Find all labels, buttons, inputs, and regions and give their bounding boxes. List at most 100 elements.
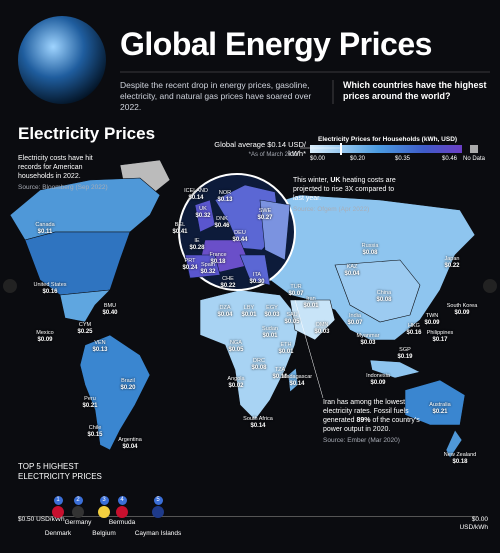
- legend-no-data: No Data: [463, 156, 486, 162]
- country-label: PRT $0.24: [182, 258, 197, 271]
- legend-tick: $0.20: [350, 156, 366, 162]
- country-name: ETH: [280, 342, 292, 348]
- country-label: VEN $0.13: [92, 340, 107, 353]
- note-text: This winter,: [293, 177, 331, 184]
- country-label: CYM $0.25: [77, 322, 92, 335]
- country-label: Sudan $0.01: [262, 326, 278, 339]
- country-label: Canada $0.11: [35, 222, 54, 235]
- country-label: SGP $0.19: [397, 347, 412, 360]
- country-value: $0.14: [289, 380, 305, 387]
- scale-high: $0.50 USD/kWh: [18, 516, 65, 523]
- country-value: $0.17: [432, 336, 448, 343]
- country-label: EGY $0.03: [264, 305, 279, 318]
- flag: [152, 506, 164, 518]
- legend-tick: $0.35: [395, 156, 411, 162]
- country-value: $0.32: [195, 212, 211, 219]
- country-name: India: [349, 313, 361, 319]
- country-name: Australia: [429, 402, 451, 408]
- flag: [98, 506, 110, 518]
- world-map: [9, 159, 476, 459]
- country-label: IE $0.28: [189, 238, 204, 251]
- next-button[interactable]: [483, 279, 497, 293]
- country-label: Mexico $0.09: [36, 330, 53, 343]
- country-label: Philippines $0.17: [427, 330, 454, 343]
- top5-item: 4 Bermuda: [92, 496, 152, 527]
- country-name: New Zealand: [443, 452, 477, 458]
- country-name: Chile: [88, 425, 102, 431]
- us-note: Electricity costs have hit records for A…: [18, 154, 113, 192]
- country-value: $0.03: [314, 328, 330, 335]
- country-value: $0.08: [251, 364, 267, 371]
- note-text: Iran has among the lowest electricity ra…: [323, 399, 409, 424]
- country-label: ETH $0.01: [278, 342, 293, 355]
- country-value: $0.19: [397, 353, 413, 360]
- top5-item: 3 Belgium: [74, 496, 134, 538]
- country-name: Germany: [64, 519, 92, 526]
- country-name: NGA: [230, 340, 242, 346]
- country-label: ITA $0.30: [249, 272, 264, 285]
- country-label: Chile $0.15: [87, 425, 102, 438]
- country-name: DNK: [216, 216, 228, 222]
- country-name: TWN: [425, 313, 439, 319]
- country-name: Belgium: [92, 530, 116, 537]
- country-label: ICELAND $0.14: [184, 188, 208, 201]
- country-value: $0.02: [228, 382, 244, 389]
- country-value: $0.22: [444, 262, 460, 269]
- country-name: South Korea: [446, 303, 478, 309]
- country-name: SGP: [399, 347, 411, 353]
- flag: [72, 506, 84, 518]
- country-name: ICELAND: [184, 188, 208, 194]
- subtitle: Despite the recent drop in energy prices…: [120, 80, 312, 112]
- country-name: Philippines: [426, 330, 454, 336]
- country-name: Russia: [361, 243, 379, 249]
- country-name: UK: [199, 206, 207, 212]
- country-label: Peru $0.21: [82, 396, 97, 409]
- average-marker: [340, 143, 342, 155]
- country-value: $0.08: [362, 249, 378, 256]
- country-value: $0.11: [37, 228, 53, 235]
- country-label: KAZ $0.04: [344, 264, 359, 277]
- globe: [18, 16, 106, 104]
- scale-low: $0.00 USD/kWh: [459, 516, 488, 531]
- legend-tick: $0.46: [442, 156, 458, 162]
- country-name: Spain: [200, 262, 216, 268]
- country-name: Peru: [84, 396, 96, 402]
- country-value: $0.03: [264, 311, 280, 318]
- country-name: Bermuda: [108, 519, 136, 526]
- country-value: $0.08: [376, 296, 392, 303]
- country-name: Myanmar: [356, 333, 380, 339]
- country-name: VEN: [94, 340, 106, 346]
- flag: [52, 506, 64, 518]
- prev-button[interactable]: [3, 279, 17, 293]
- country-value: $0.13: [92, 346, 108, 353]
- country-label: Brazil $0.20: [120, 378, 135, 391]
- country-label: SWE $0.27: [257, 208, 272, 221]
- country-label: DZA $0.04: [217, 305, 232, 318]
- iran-note: Iran has among the lowest electricity ra…: [323, 398, 433, 445]
- country-value: $0.21: [432, 408, 448, 415]
- country-name: CYM: [78, 322, 92, 328]
- question: Which countries have the highest prices …: [343, 80, 487, 101]
- country-name: TUR: [290, 284, 302, 290]
- country-name: France: [209, 252, 227, 258]
- country-value: $0.01: [278, 348, 294, 355]
- country-name: Angola: [227, 376, 245, 382]
- note-text: of the country's power output in 2020.: [323, 417, 420, 433]
- country-name: Madagascar: [281, 374, 313, 380]
- country-name: Denmark: [44, 530, 72, 537]
- country-value: $0.13: [217, 196, 233, 203]
- country-label: NGA $0.05: [228, 340, 243, 353]
- country-value: $0.25: [77, 328, 93, 335]
- country-label: South Africa $0.14: [243, 416, 273, 429]
- country-value: $0.09: [424, 319, 440, 326]
- country-value: $0.18: [210, 258, 226, 265]
- country-name: Cayman Islands: [134, 530, 182, 537]
- scale-line: [18, 516, 478, 517]
- rank-badge: 2: [73, 496, 83, 505]
- country-value: $0.41: [172, 228, 188, 235]
- flag: [116, 506, 128, 518]
- country-label: China $0.08: [376, 290, 391, 303]
- country-name: Iran: [306, 296, 316, 302]
- iran-leader: [294, 299, 324, 399]
